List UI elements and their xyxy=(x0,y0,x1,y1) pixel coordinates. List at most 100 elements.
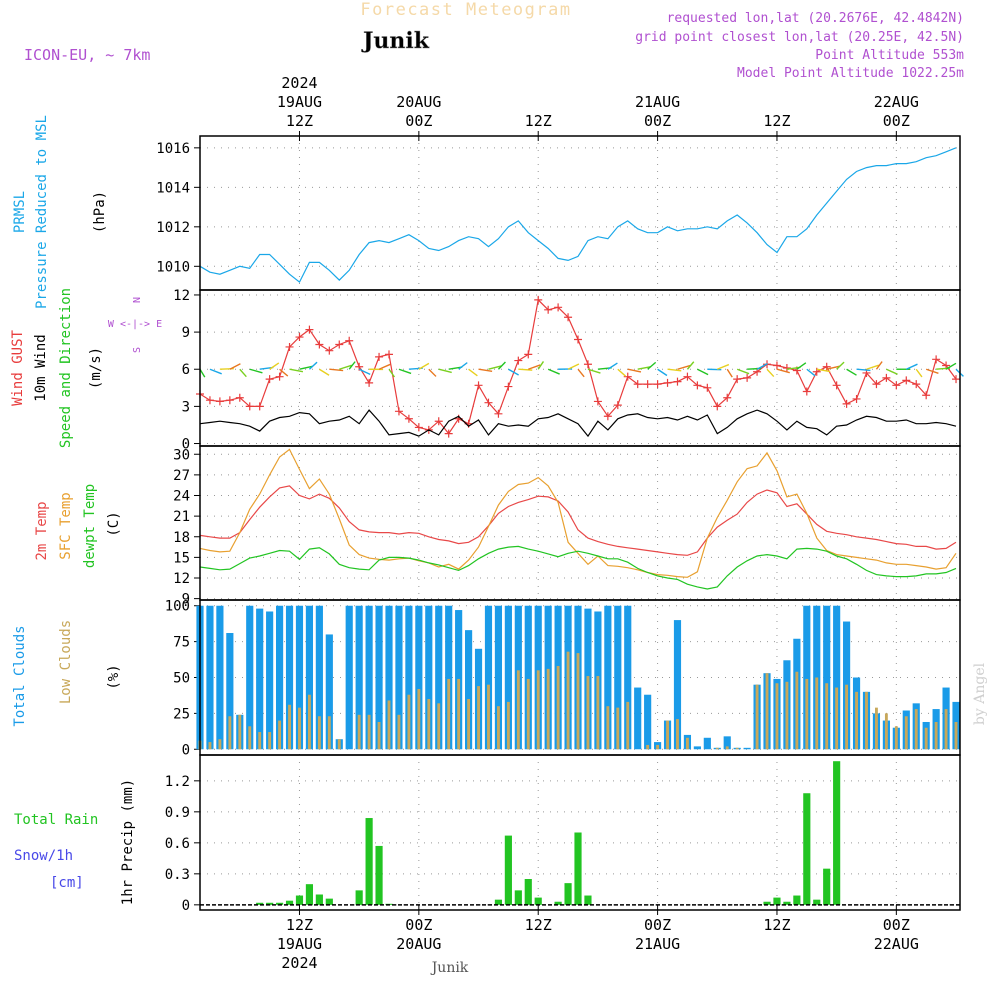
low-clouds-bar xyxy=(934,721,938,750)
rain-bar xyxy=(574,832,582,905)
2m-temp-line xyxy=(199,485,957,556)
pressure-labels: PRMSL Pressure Reduced to MSL (hPa) xyxy=(12,115,108,309)
low-clouds-bar xyxy=(526,678,530,750)
gust-marker xyxy=(205,396,214,405)
time-label: 21AUG xyxy=(635,93,680,111)
credit-watermark: by Angel xyxy=(972,662,988,725)
total-clouds-label: Total Clouds xyxy=(12,625,28,726)
rain-bar xyxy=(823,868,831,905)
precip-unit: 1hr Precip (mm) xyxy=(120,779,136,905)
low-clouds-bar xyxy=(954,721,958,750)
panel-frame xyxy=(199,445,961,601)
point-altitude: Point Altitude 553m xyxy=(815,48,964,63)
y-tick-label: 1.2 xyxy=(165,774,190,790)
wind-direction-arrow xyxy=(736,368,750,375)
rain-bar xyxy=(494,899,503,905)
footer-location: Junik xyxy=(430,960,469,976)
rain-bar xyxy=(793,895,801,905)
chart-title: Forecast Meteogram xyxy=(360,0,571,20)
y-tick-label: 9 xyxy=(182,325,190,341)
rain-bar xyxy=(813,899,821,905)
time-label: 20AUG xyxy=(396,93,441,111)
compass-s: S xyxy=(132,347,143,353)
time-label: 12Z xyxy=(286,112,313,130)
low-clouds-bar xyxy=(377,721,381,750)
prmsl-sub-label: Pressure Reduced to MSL xyxy=(34,115,50,309)
y-tick-label: 27 xyxy=(173,468,190,484)
wind-direction-arrow xyxy=(537,361,545,370)
low-clouds-bar xyxy=(596,676,600,750)
rain-bar xyxy=(524,879,532,905)
wind-direction-arrow xyxy=(458,362,468,370)
wind-direction-arrow xyxy=(209,368,222,375)
rain-bar xyxy=(375,845,383,905)
wind-direction-arrow xyxy=(846,368,857,376)
gust-marker xyxy=(504,382,513,391)
time-label: 19AUG xyxy=(277,93,322,111)
gust-marker xyxy=(484,398,493,407)
gust-marker xyxy=(822,362,831,371)
y-tick-label: 0.9 xyxy=(165,805,190,821)
low-clouds-bar xyxy=(467,699,471,750)
total-clouds-bar xyxy=(216,605,224,750)
wind-direction-arrow xyxy=(657,368,668,377)
low-clouds-bar xyxy=(357,714,361,750)
gust-marker xyxy=(534,295,543,304)
low-clouds-bar xyxy=(238,714,242,750)
panel-wind: 0 3 6 9 12 xyxy=(173,288,964,453)
gust-marker xyxy=(255,402,264,411)
total-clouds-bar xyxy=(425,605,433,750)
wind-direction-arrow xyxy=(438,368,452,374)
gust-marker xyxy=(414,423,423,432)
wind-direction-arrow xyxy=(299,365,313,370)
time-label: 12Z xyxy=(763,916,790,934)
total-clouds-bar xyxy=(315,605,323,750)
time-label: 12Z xyxy=(525,112,552,130)
total-clouds-bar xyxy=(355,605,363,750)
wind-direction-arrow xyxy=(388,368,396,378)
low-clouds-bar xyxy=(894,726,898,750)
compass-n: N xyxy=(132,297,143,303)
wind-direction-arrow xyxy=(686,361,695,370)
model-altitude: Model Point Altitude 1022.25m xyxy=(737,66,964,81)
low-clouds-bar xyxy=(477,686,480,750)
low-clouds-bar xyxy=(656,744,660,750)
gust-marker xyxy=(434,417,443,426)
total-clouds-bar xyxy=(604,605,612,750)
gust-marker xyxy=(683,372,692,381)
wind-direction-arrow xyxy=(398,368,412,375)
time-label: 00Z xyxy=(883,916,910,934)
rain-bar xyxy=(256,902,264,905)
pressure-unit: (hPa) xyxy=(92,191,108,233)
total-clouds-bar xyxy=(305,605,314,750)
wind-direction-arrow xyxy=(547,368,560,375)
pressure-line xyxy=(199,147,957,284)
wind-direction-arrow xyxy=(856,368,871,372)
low-clouds-bar xyxy=(457,678,461,750)
low-clouds-bar xyxy=(904,716,908,750)
low-clouds-bar xyxy=(556,666,560,750)
gust-marker xyxy=(633,380,642,389)
wind-direction-arrow xyxy=(667,368,682,372)
panel-frame xyxy=(199,289,961,447)
low-clouds-bar xyxy=(487,684,490,750)
wind-direction-arrow xyxy=(468,368,478,377)
low-clouds-label: Low Clouds xyxy=(58,620,74,704)
total-clouds-bar xyxy=(266,611,274,750)
total-clouds-bar xyxy=(703,737,711,750)
total-clouds-bar xyxy=(246,605,254,750)
low-clouds-bar xyxy=(725,746,729,750)
gust-marker xyxy=(693,381,702,390)
gust-marker xyxy=(583,360,592,369)
temp-unit: (C) xyxy=(106,511,122,536)
gust-marker xyxy=(832,381,841,390)
wind-direction-arrow xyxy=(617,368,627,377)
gust-label: Wind GUST xyxy=(10,330,26,406)
low-clouds-bar xyxy=(835,687,839,750)
panel-clouds: 0 25 50 75 100 xyxy=(165,599,961,758)
wind-direction-arrow xyxy=(279,368,289,377)
low-clouds-bar xyxy=(307,694,311,750)
